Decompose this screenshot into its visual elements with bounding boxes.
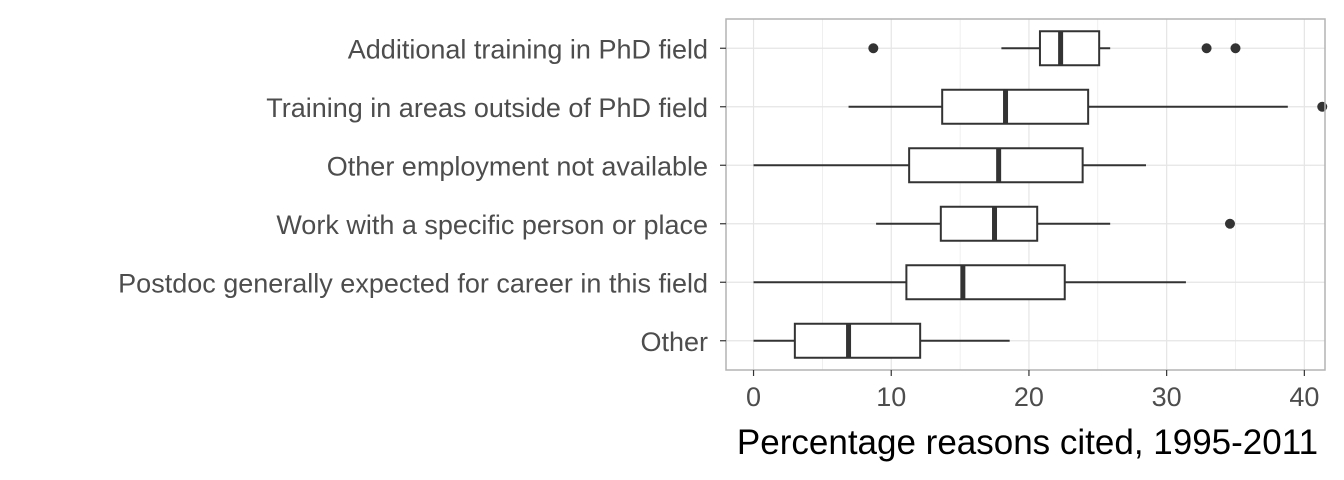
- box-series: [848, 88, 1328, 125]
- category-label: Postdoc generally expected for career in…: [118, 268, 708, 298]
- grid-layer: [726, 19, 1325, 370]
- box-iqr: [941, 88, 1090, 125]
- box-layer: [753, 30, 1328, 359]
- box-series: [868, 30, 1241, 67]
- outlier-point: [868, 43, 879, 54]
- x-tick-label: 0: [746, 382, 761, 412]
- x-tick-label: 30: [1152, 382, 1182, 412]
- box-iqr: [939, 205, 1039, 242]
- box-iqr: [1038, 30, 1101, 67]
- x-tick-label: 10: [876, 382, 906, 412]
- box-iqr: [908, 147, 1084, 184]
- x-tick-label: 40: [1289, 382, 1319, 412]
- box-iqr: [793, 322, 922, 359]
- x-axis-title: Percentage reasons cited, 1995-2011: [737, 423, 1318, 462]
- category-label: Training in areas outside of PhD field: [266, 93, 708, 123]
- box-series: [753, 264, 1186, 301]
- category-label: Additional training in PhD field: [348, 34, 708, 64]
- category-label: Work with a specific person or place: [276, 210, 708, 240]
- label-layer: 0 10 20 30 40 Additional training in PhD fiel…: [118, 34, 1319, 412]
- plot-panel: [725, 18, 1326, 371]
- box-series: [753, 147, 1146, 184]
- outlier-point: [1201, 43, 1212, 54]
- x-tick-label: 20: [1014, 382, 1044, 412]
- box-series: [753, 322, 1010, 359]
- category-label: Other: [640, 327, 708, 357]
- outlier-point: [1230, 43, 1241, 54]
- category-label: Other employment not available: [327, 151, 708, 181]
- box-iqr: [905, 264, 1066, 301]
- box-series: [876, 205, 1235, 242]
- outlier-point: [1224, 218, 1235, 229]
